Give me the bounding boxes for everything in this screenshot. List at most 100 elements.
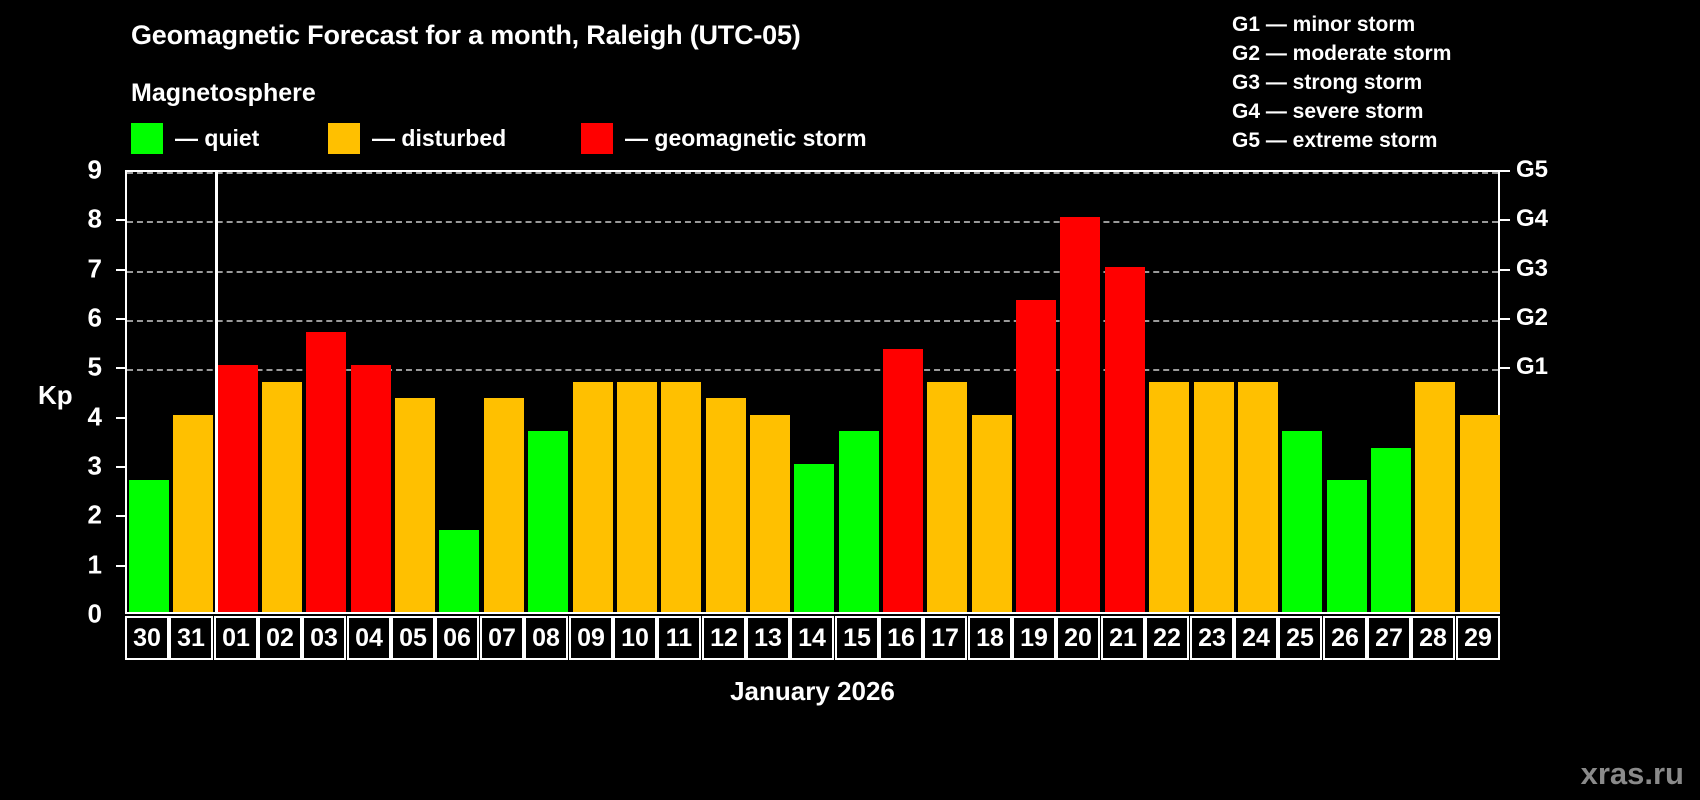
- day-label-21[interactable]: 21: [1101, 616, 1145, 660]
- y-tick-mark-7: [116, 268, 125, 271]
- y-tick-mark-4: [116, 416, 125, 419]
- storm-legend-label: — geomagnetic storm: [625, 124, 867, 151]
- day-label-05[interactable]: 05: [391, 616, 435, 660]
- disturbed-legend-label: — disturbed: [372, 124, 507, 151]
- y-tick-label-2: 2: [87, 499, 102, 530]
- day-label-29[interactable]: 29: [1456, 616, 1500, 660]
- bar-day-03[interactable]: [306, 332, 346, 612]
- bar-day-20[interactable]: [1060, 217, 1100, 612]
- day-label-26[interactable]: 26: [1323, 616, 1367, 660]
- page-title: Geomagnetic Forecast for a month, Raleig…: [131, 20, 801, 50]
- bar-day-05[interactable]: [395, 398, 435, 612]
- right-axis-tick-G3: [1500, 268, 1510, 271]
- bar-day-09[interactable]: [573, 381, 613, 612]
- magnetosphere-section-label: Magnetosphere: [131, 79, 316, 107]
- bar-day-11[interactable]: [661, 381, 701, 612]
- day-label-04[interactable]: 04: [347, 616, 391, 660]
- day-label-23[interactable]: 23: [1190, 616, 1234, 660]
- day-label-17[interactable]: 17: [923, 616, 967, 660]
- right-axis-label-G4: G4: [1516, 205, 1549, 233]
- bar-day-08[interactable]: [528, 430, 568, 612]
- day-label-06[interactable]: 06: [435, 616, 479, 660]
- day-label-14[interactable]: 14: [790, 616, 834, 660]
- disturbed-legend: — disturbed: [328, 122, 506, 154]
- day-label-16[interactable]: 16: [879, 616, 923, 660]
- right-axis-label-G2: G2: [1516, 304, 1549, 331]
- quiet-legend-label: — quiet: [175, 124, 260, 151]
- bar-day-13[interactable]: [750, 414, 790, 612]
- bar-day-29[interactable]: [1460, 414, 1500, 612]
- right-axis-label-G5: G5: [1516, 156, 1549, 183]
- bar-day-31[interactable]: [173, 414, 213, 612]
- y-tick-label-6: 6: [87, 302, 102, 333]
- day-label-15[interactable]: 15: [835, 616, 879, 660]
- bar-day-22[interactable]: [1149, 381, 1189, 612]
- right-axis-tick-G2: [1500, 318, 1510, 320]
- bar-day-27[interactable]: [1371, 447, 1411, 612]
- bar-day-17[interactable]: [927, 381, 967, 612]
- bar-day-26[interactable]: [1327, 480, 1367, 612]
- right-axis-tick-G1: [1500, 367, 1510, 370]
- right-axis-label-G3: G3: [1516, 254, 1549, 282]
- day-label-07[interactable]: 07: [480, 616, 524, 660]
- bar-day-30[interactable]: [129, 480, 169, 612]
- day-label-13[interactable]: 13: [746, 616, 790, 660]
- day-label-09[interactable]: 09: [569, 616, 613, 660]
- bar-day-18[interactable]: [972, 414, 1012, 612]
- bar-day-23[interactable]: [1194, 381, 1234, 612]
- g-scale-row-1: G1 — minor storm: [1232, 13, 1416, 36]
- bar-day-14[interactable]: [794, 464, 834, 612]
- bar-day-07[interactable]: [484, 398, 524, 612]
- forecast-boundary-separator: [215, 172, 218, 612]
- day-label-12[interactable]: 12: [702, 616, 746, 660]
- day-label-30[interactable]: 30: [125, 616, 169, 660]
- bar-day-15[interactable]: [839, 430, 879, 612]
- day-label-27[interactable]: 27: [1367, 616, 1411, 660]
- y-tick-label-1: 1: [87, 549, 102, 580]
- bar-day-16[interactable]: [883, 349, 923, 612]
- bar-day-24[interactable]: [1238, 381, 1278, 612]
- day-label-28[interactable]: 28: [1411, 616, 1455, 660]
- day-label-25[interactable]: 25: [1278, 616, 1322, 660]
- y-tick-label-9: 9: [87, 154, 102, 185]
- storm-legend: — geomagnetic storm: [581, 122, 867, 154]
- month-label: January 2026: [730, 676, 895, 706]
- bar-day-21[interactable]: [1105, 266, 1145, 612]
- bar-day-04[interactable]: [351, 365, 391, 612]
- y-tick-label-8: 8: [87, 203, 102, 234]
- bars-layer: [127, 172, 1500, 612]
- day-label-18[interactable]: 18: [968, 616, 1012, 660]
- y-tick-label-0: 0: [87, 598, 102, 629]
- day-label-24[interactable]: 24: [1234, 616, 1278, 660]
- day-label-11[interactable]: 11: [657, 616, 701, 660]
- g-scale-legend: G1 — minor storm G2 — moderate storm G3 — …: [1232, 10, 1451, 155]
- bar-day-01[interactable]: [218, 365, 258, 612]
- day-label-10[interactable]: 10: [613, 616, 657, 660]
- bar-day-10[interactable]: [617, 381, 657, 612]
- quiet-legend: — quiet: [131, 122, 259, 154]
- y-tick-label-5: 5: [87, 351, 102, 382]
- day-label-01[interactable]: 01: [214, 616, 258, 660]
- right-axis-label-G1: G1: [1516, 353, 1549, 381]
- y-tick-label-7: 7: [87, 253, 102, 284]
- bar-day-02[interactable]: [262, 381, 302, 612]
- y-axis-title: Kp: [38, 380, 73, 410]
- day-label-22[interactable]: 22: [1145, 616, 1189, 660]
- quiet-legend-swatch: [131, 122, 163, 154]
- day-label-03[interactable]: 03: [302, 616, 346, 660]
- day-label-20[interactable]: 20: [1056, 616, 1100, 660]
- bar-day-28[interactable]: [1415, 381, 1455, 612]
- day-label-31[interactable]: 31: [169, 616, 213, 660]
- bar-day-06[interactable]: [439, 529, 479, 612]
- y-tick-label-3: 3: [87, 450, 102, 481]
- y-tick-mark-6: [116, 318, 125, 320]
- bar-day-19[interactable]: [1016, 299, 1056, 612]
- bar-day-25[interactable]: [1282, 430, 1322, 612]
- bar-day-12[interactable]: [706, 398, 746, 612]
- day-label-02[interactable]: 02: [258, 616, 302, 660]
- day-label-08[interactable]: 08: [524, 616, 568, 660]
- right-axis-tick-G5: [1500, 170, 1510, 172]
- day-label-19[interactable]: 19: [1012, 616, 1056, 660]
- color-legend: — quiet — disturbed — geomagnetic storm: [131, 122, 931, 154]
- right-axis-tick-G4: [1500, 219, 1510, 222]
